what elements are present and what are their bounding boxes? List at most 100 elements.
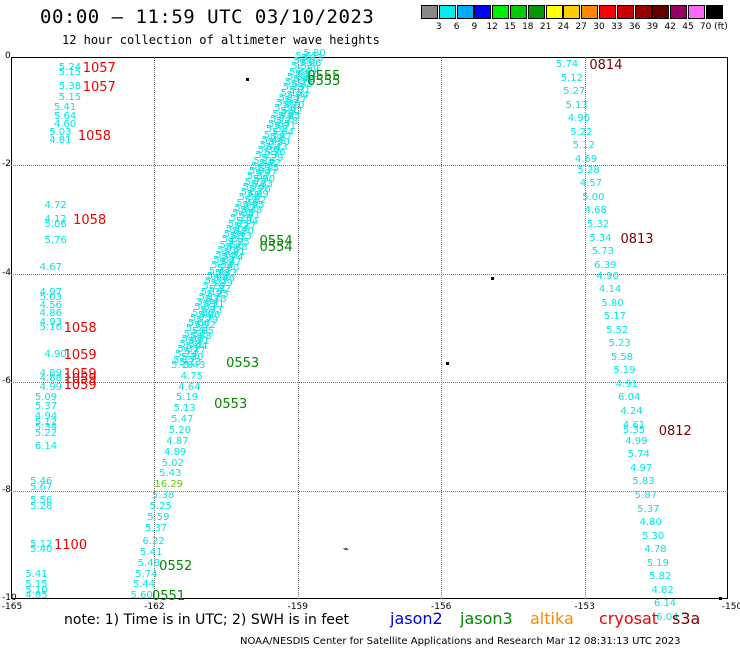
track-value-label: 5.35	[622, 424, 646, 436]
track-value-label: 4.86	[39, 308, 62, 320]
track-value-label: 5.23	[255, 150, 278, 162]
pass-time-label: 0813	[620, 231, 654, 247]
track-value-label: 5.17	[173, 354, 196, 366]
grid-line-horizontal	[11, 382, 728, 384]
pass-time-label: 0814	[589, 58, 623, 74]
track-value-label: 5.87	[194, 302, 217, 314]
colorbar-label: 6	[453, 22, 460, 32]
track-value-label: 5.53	[291, 61, 314, 73]
track-value-label: 5.43	[159, 468, 182, 480]
track-value-label: 4.99	[39, 381, 62, 393]
track-value-label: 5.38	[179, 338, 202, 350]
track-value-label: 5.75	[217, 244, 240, 256]
track-value-label: 4.97	[39, 286, 62, 298]
track-value-label: 5.15	[257, 163, 280, 175]
track-value-label: 4.94	[34, 411, 58, 423]
track-value-label: 5.57	[269, 131, 292, 143]
colorbar-swatch	[527, 5, 545, 19]
track-value-label: 4.57	[579, 178, 603, 190]
track-value-label: 5.45	[181, 333, 204, 345]
map-frame	[11, 57, 728, 599]
colorbar-label: 24	[557, 22, 570, 32]
track-value-label: 5.09	[34, 392, 58, 404]
track-value-label: 5.80	[192, 307, 215, 319]
track-value-label: 5.90	[252, 173, 276, 185]
track-value-label: 5.64	[54, 110, 77, 122]
satellite-legend-jason2: jason2	[390, 609, 443, 628]
pass-time-label: 0553	[214, 396, 248, 412]
track-value-label: 5.03	[49, 126, 72, 138]
track-value-label: 5.67	[30, 481, 53, 493]
track-value-label: 5.22	[570, 126, 593, 138]
track-value-label: 5.41	[54, 102, 77, 114]
track-value-label: 5.41	[25, 568, 48, 580]
track-value-label: 6.04	[656, 611, 679, 623]
track-value-label: 5.64	[271, 126, 295, 138]
grid-line-vertical	[297, 57, 299, 599]
track-value-label: 5.85	[278, 110, 301, 122]
track-value-label: 5.73	[591, 246, 615, 258]
colorbar-label: 3	[435, 22, 442, 32]
track-value-label: 4.72	[44, 200, 67, 212]
track-value-label: 5.12	[30, 538, 53, 550]
track-value-label: 4.80	[639, 517, 662, 529]
latitude-tick-label: -2	[2, 159, 11, 170]
track-value-label: 5.50	[267, 137, 290, 149]
satellite-legend-cryosat: cryosat	[599, 609, 659, 628]
latitude-tick-label: -8	[2, 484, 11, 495]
track-value-label: 5.46	[212, 273, 236, 285]
track-value-label: 5.13	[565, 99, 588, 111]
island-outline-icon: ⌁	[343, 544, 350, 555]
track-value-label: 5.77	[244, 176, 268, 188]
track-value-label: 5.34	[589, 232, 612, 244]
track-value-label: 5.71	[273, 121, 297, 133]
track-value-label: 5.97	[254, 168, 278, 180]
track-value-label: 5.68	[215, 249, 238, 261]
pass-time-label: 1059	[63, 377, 97, 393]
colorbar-swatch	[474, 5, 492, 19]
colorbar-swatch	[563, 5, 581, 19]
track-value-label: 5.83	[632, 476, 655, 488]
colorbar-label: 45	[682, 22, 694, 32]
track-value-label: 5.87	[634, 490, 658, 502]
track-value-label: 5.60	[293, 56, 316, 68]
track-value-label: 5.73	[301, 53, 324, 65]
track-value-label: 5.06	[44, 219, 67, 231]
track-value-label: 5.30	[181, 351, 204, 363]
latitude-tick-label: -6	[2, 376, 11, 387]
colorbar-label: 18	[522, 22, 534, 32]
colorbar-swatch	[599, 5, 616, 19]
track-value-label: 5.34	[34, 422, 58, 434]
track-value-label: 5.20	[168, 424, 191, 436]
pass-time-label: 1059	[63, 372, 97, 388]
pass-time-label: 0554	[259, 239, 293, 255]
track-value-label: 5.74	[135, 568, 158, 580]
colorbar-label: 9	[471, 22, 478, 32]
track-value-label: 5.15	[25, 579, 48, 591]
track-value-label: 5.40	[206, 270, 230, 282]
track-value-label: 5.73	[190, 312, 213, 324]
track-value-label: 5.37	[637, 503, 660, 515]
track-value-label: 5.38	[58, 80, 82, 92]
track-value-label: 5.66	[299, 58, 322, 70]
pass-time-label: 0555	[307, 68, 341, 84]
track-value-label: 5.13	[229, 231, 252, 243]
longitude-tick-label: -156	[430, 602, 452, 612]
track-value-label: 5.56	[30, 495, 53, 507]
track-value-label: 5.52	[183, 328, 206, 340]
track-value-label: 5.33	[204, 276, 228, 288]
colorbar-label: 39	[646, 22, 659, 32]
track-value-label: 5.11	[202, 299, 225, 311]
track-value-label: 4.85	[25, 590, 48, 602]
pass-time-label: 0553	[226, 356, 260, 372]
track-value-label: 5.74	[555, 59, 579, 71]
track-value-label: 5.70	[242, 181, 265, 193]
track-value-label: 5.39	[210, 278, 233, 290]
track-value-label: 5.67	[295, 51, 318, 62]
colorbar-label: 15	[504, 22, 516, 32]
track-value-label: 5.83	[250, 178, 273, 190]
island-marker	[246, 78, 249, 81]
track-value-label: 5.25	[149, 500, 172, 512]
track-value-label: 5.23	[608, 338, 631, 350]
